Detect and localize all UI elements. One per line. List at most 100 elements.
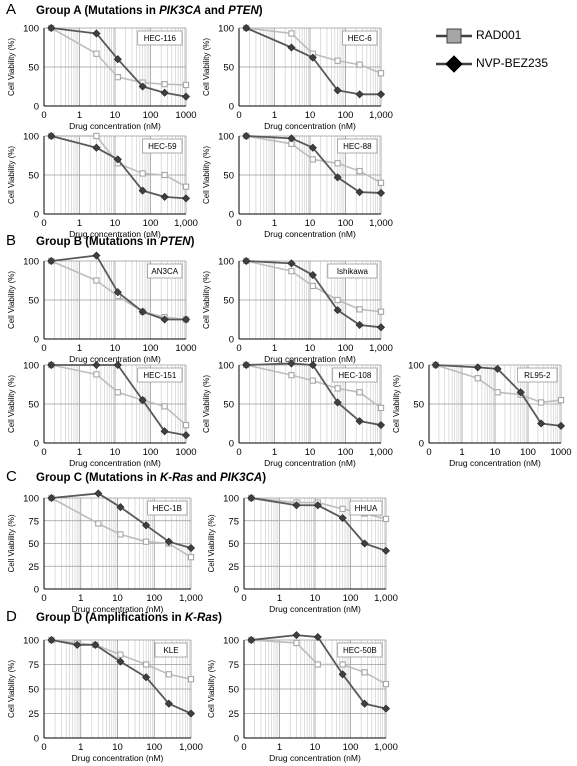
x-axis-label: Drug concentration (nM) [72,753,164,763]
data-point-nvp-bez235 [138,186,147,195]
data-point-nvp-bez235 [333,398,342,407]
x-tick-label: 10 [310,593,321,604]
data-point-rad001 [161,403,168,410]
data-point-rad001 [356,167,363,175]
y-tick-label: 50 [28,171,39,182]
data-point-nvp-bez235 [91,640,100,649]
x-tick-label: 100 [146,593,162,604]
y-axis-label: Cell Viability (%) [207,514,216,572]
panel-title-box [137,30,183,46]
y-tick-label: 50 [223,400,234,411]
data-point-nvp-bez235 [47,360,56,370]
data-point-nvp-bez235 [308,360,317,370]
data-point-rad001 [334,385,341,392]
series-line-nvp-bez235 [51,27,187,98]
data-point-nvp-bez235 [142,673,151,682]
y-axis-label: Cell Viability (%) [392,375,401,433]
group-b-title-end: ) [190,236,195,248]
data-point-nvp-bez235 [47,635,56,645]
data-point-nvp-bez235 [47,493,56,503]
x-tick-label: 1,000 [369,218,393,229]
data-point-rad001 [474,375,481,382]
x-axis-label: Drug concentration (nM) [264,229,356,239]
x-tick-label: 1,000 [374,742,398,753]
x-tick-label: 10 [305,218,316,229]
data-point-nvp-bez235 [493,364,502,373]
panel-title: HEC-50B [343,646,377,655]
x-tick-label: 0 [236,447,241,458]
panel-title: AN3CA [151,267,178,276]
y-axis-label: Cell Viability (%) [7,514,16,572]
data-point-rad001 [288,267,295,275]
legend-swatch-bez [436,55,472,73]
data-point-nvp-bez235 [355,417,364,426]
data-point-nvp-bez235 [242,360,251,370]
y-tick-label: 50 [28,539,39,550]
x-tick-label: 1 [272,110,277,121]
data-point-nvp-bez235 [556,421,566,430]
series-line-rad001 [251,639,387,685]
data-point-nvp-bez235 [376,421,386,430]
panel-title-box [517,367,558,383]
data-point-nvp-bez235 [287,134,296,143]
y-tick-label: 25 [228,562,239,573]
data-point-rad001 [377,404,385,412]
x-tick-label: 10 [110,343,121,354]
x-tick-label: 1 [277,593,282,604]
data-point-rad001 [377,179,385,186]
y-tick-label: 50 [223,296,234,307]
section-letter-b: B [6,232,17,249]
x-tick-label: 0 [41,218,46,229]
group-d-gene-1: K-Ras [184,612,219,624]
section-letter-d: D [6,608,17,625]
y-tick-label: 0 [34,734,39,745]
panel-title: RL95-2 [524,371,551,380]
panel-title-box [142,138,183,154]
y-tick-label: 100 [23,257,39,268]
panel-title-box [349,500,383,516]
data-point-rad001 [93,371,100,378]
data-point-nvp-bez235 [242,131,251,141]
x-tick-label: 1 [77,447,82,458]
x-tick-label: 0 [41,110,46,121]
y-tick-label: 100 [218,361,234,372]
data-point-nvp-bez235 [355,188,364,197]
x-tick-label: 1 [272,447,277,458]
data-point-nvp-bez235 [160,315,169,324]
y-tick-label: 0 [229,102,234,113]
x-tick-label: 0 [236,218,241,229]
series-line-nvp-bez235 [51,492,192,549]
y-axis-label: Cell Viability (%) [202,271,211,329]
y-tick-label: 50 [28,63,39,74]
data-point-nvp-bez235 [94,489,103,498]
data-point-nvp-bez235 [138,307,147,316]
series-line-rad001 [51,497,192,558]
data-point-rad001 [361,669,368,676]
group-c-title: Group C (Mutations in K-Ras and PIK3CA) [36,472,266,484]
data-point-nvp-bez235 [381,546,391,555]
group-c-gene-2: PIK3CA [220,472,263,484]
y-axis-label: Cell Viability (%) [202,38,211,96]
y-tick-label: 25 [228,709,239,720]
y-axis-label: Cell Viability (%) [7,38,16,96]
data-point-nvp-bez235 [338,513,347,523]
x-tick-label: 1000 [175,447,196,458]
data-point-rad001 [117,531,124,538]
x-axis-label: Drug concentration (nM) [69,354,161,364]
x-tick-label: 10 [112,742,123,753]
y-tick-label: 50 [28,296,39,307]
x-tick-label: 100 [520,447,536,458]
data-point-rad001 [288,30,295,37]
data-point-nvp-bez235 [138,396,147,405]
panel-title: HEC-151 [143,371,176,380]
series-line-rad001 [435,364,562,404]
x-tick-label: 1,000 [174,218,198,229]
panel-title: HHUA [355,504,378,513]
y-tick-label: 100 [218,257,234,268]
x-tick-label: 100 [143,447,159,458]
data-point-nvp-bez235 [160,427,169,436]
group-d-title-text: Group D (Amplifications in [36,612,185,624]
x-tick-label: 1 [78,593,83,604]
